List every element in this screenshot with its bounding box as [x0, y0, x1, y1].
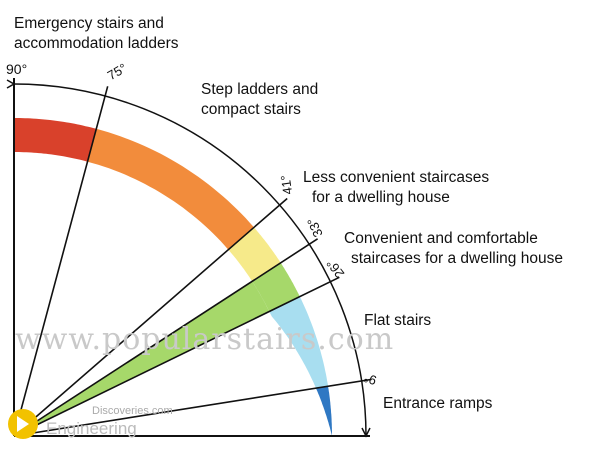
logo-icon: [8, 409, 38, 439]
label-emergency-stairs: Emergency stairs and accommodation ladde…: [14, 15, 179, 52]
band-26-33: [252, 262, 300, 312]
angle-label-90: 90°: [6, 61, 27, 77]
label-flat-stairs: Flat stairs: [364, 312, 432, 329]
label-entrance-ramps: Entrance ramps: [383, 395, 493, 412]
angle-ray-9: [13, 378, 372, 437]
angle-ray-75: [13, 86, 109, 437]
engineering-discoveries-logo: Discoveries.com Engineering: [8, 405, 208, 445]
logo-line1: Discoveries.com: [92, 405, 173, 417]
logo-line2: Engineering: [46, 419, 137, 438]
watermark: www.popularstairs.com: [15, 322, 395, 357]
band-75-90: [14, 118, 97, 162]
angle-ray-33: [13, 238, 319, 437]
angle-label-33: 33°: [304, 215, 326, 239]
angle-label-75: 75°: [105, 60, 130, 83]
angle-ray-26: [13, 276, 340, 437]
arc-arrow-top: [6, 79, 16, 89]
comfortable-wedge: [14, 281, 270, 436]
arc-arrow-bottom: [361, 427, 371, 438]
label-convenient: Convenient and comfortable staircases fo…: [344, 230, 563, 267]
angle-label-9: 9°: [362, 370, 378, 388]
band-9-26: [269, 296, 329, 389]
outer-arc: [13, 83, 367, 437]
angle-ray-41: [13, 197, 288, 437]
band-41-75: [87, 128, 254, 250]
label-less-convenient: Less convenient staircases for a dwellin…: [303, 169, 490, 206]
band-33-41: [228, 227, 281, 282]
label-step-ladders: Step ladders and compact stairs: [201, 81, 319, 118]
angle-label-41: 41°: [278, 174, 296, 196]
band-0-9: [316, 386, 332, 436]
